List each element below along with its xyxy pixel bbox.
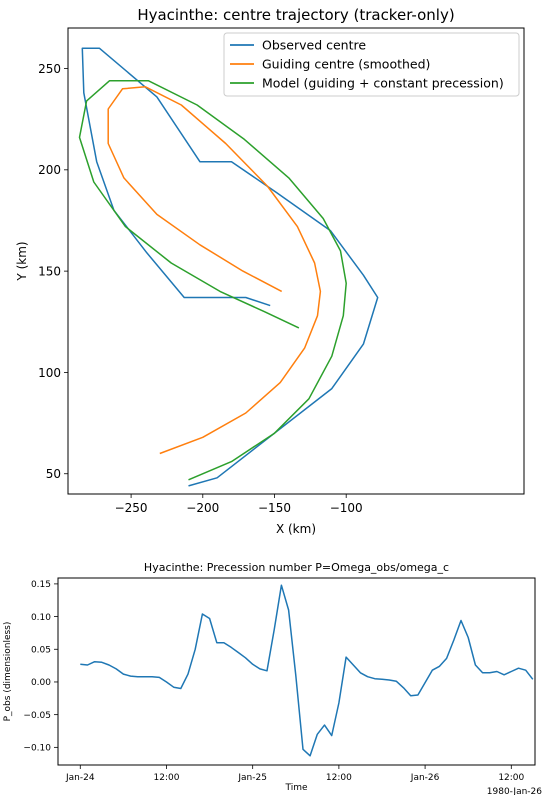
y-tick-label: 0.00 bbox=[31, 678, 51, 688]
x-tick-label: Jan-24 bbox=[65, 773, 95, 783]
x-tick-label: 12:00 bbox=[498, 773, 524, 783]
legend bbox=[223, 32, 520, 97]
series-line-2 bbox=[78, 79, 347, 481]
y-tick-label: −0.05 bbox=[23, 711, 51, 721]
y-tick-label: 0.10 bbox=[31, 613, 51, 623]
x-offset-label: 1980-Jan-26 bbox=[487, 787, 543, 795]
x-tick-label: Jan-25 bbox=[237, 773, 267, 783]
x-tick-label: Jan-26 bbox=[410, 773, 440, 783]
x-tick-label: −250 bbox=[115, 501, 148, 515]
legend-label-1: Guiding centre (smoothed) bbox=[262, 57, 430, 72]
x-tick-label: 12:00 bbox=[326, 773, 352, 783]
series-line-1 bbox=[107, 86, 322, 455]
x-tick-label: −100 bbox=[330, 501, 363, 515]
y-tick-label: 0.05 bbox=[31, 646, 51, 656]
x-tick-label: 12:00 bbox=[154, 773, 180, 783]
y-tick-label: 0.15 bbox=[31, 580, 51, 590]
chart-title: Hyacinthe: centre trajectory (tracker-on… bbox=[137, 6, 454, 24]
y-tick-label: 200 bbox=[38, 163, 61, 177]
y-axis-label: P_obs (dimensionless) bbox=[3, 622, 13, 722]
x-axis-label: X (km) bbox=[276, 522, 316, 536]
chart-title: Hyacinthe: Precession number P=Omega_obs… bbox=[144, 561, 449, 574]
plot-frame bbox=[67, 27, 525, 495]
x-tick-label: −150 bbox=[258, 501, 291, 515]
x-tick-label: −200 bbox=[186, 501, 219, 515]
legend-label-0: Observed centre bbox=[262, 38, 366, 53]
y-tick-label: 100 bbox=[38, 366, 61, 380]
y-tick-label: 150 bbox=[38, 264, 61, 278]
y-tick-label: 250 bbox=[38, 62, 61, 76]
y-tick-label: 50 bbox=[46, 467, 61, 481]
y-tick-label: −0.10 bbox=[23, 744, 51, 754]
y-axis-label: Y (km) bbox=[15, 241, 29, 281]
series-line-0 bbox=[80, 584, 534, 757]
legend-label-2: Model (guiding + constant precession) bbox=[262, 76, 504, 91]
plot-frame bbox=[57, 577, 536, 766]
series-line-0 bbox=[81, 47, 379, 487]
x-axis-label: Time bbox=[284, 783, 307, 793]
